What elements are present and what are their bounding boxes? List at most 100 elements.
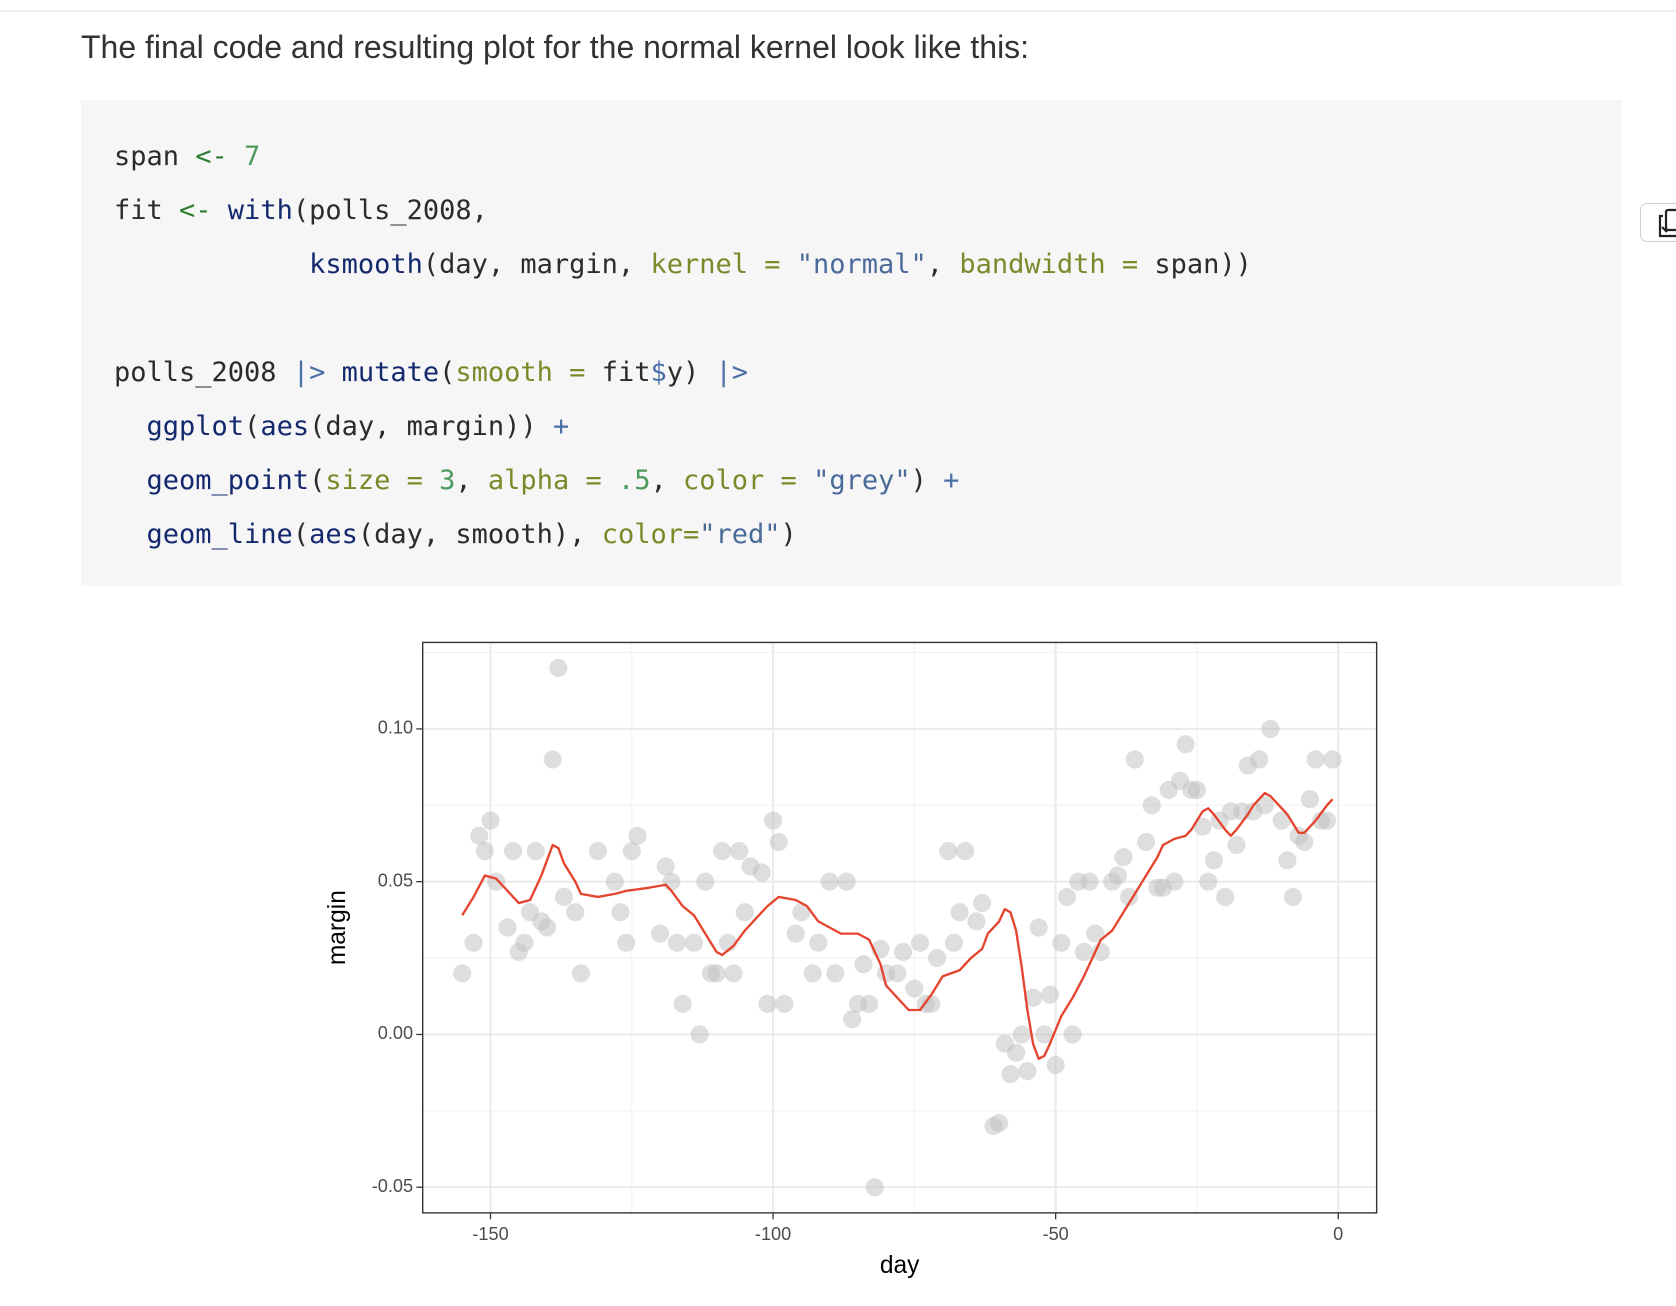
code-token: ) — [910, 465, 944, 496]
code-token: + — [943, 465, 960, 496]
code-token: , — [926, 249, 960, 280]
code-token: + — [552, 411, 570, 442]
point — [1046, 1055, 1065, 1075]
point — [571, 964, 591, 983]
point — [453, 964, 472, 983]
point — [611, 903, 630, 922]
code-token: ( — [309, 465, 326, 496]
point — [1114, 848, 1133, 867]
code-token: span)) — [1138, 249, 1252, 280]
point — [967, 912, 986, 931]
point — [724, 964, 743, 983]
code-token: geom_point — [114, 465, 310, 496]
point — [498, 918, 517, 937]
code-token: "grey" — [796, 465, 911, 496]
point — [1063, 1025, 1082, 1044]
point — [650, 924, 670, 943]
x-axis-title: day — [880, 1252, 920, 1279]
x-tick-label: 0 — [1333, 1224, 1343, 1244]
point — [939, 842, 958, 861]
point — [554, 887, 574, 907]
point — [730, 842, 749, 861]
code-token: smooth = — [455, 357, 586, 388]
code-token: <- — [195, 141, 228, 172]
copy-icon — [1658, 208, 1676, 237]
point — [617, 933, 636, 952]
point — [588, 842, 607, 861]
point — [1108, 866, 1127, 885]
x-tick-label: -150 — [472, 1224, 508, 1244]
point — [475, 842, 494, 861]
code-token: color= — [601, 519, 700, 550]
point — [1001, 1065, 1020, 1084]
code-token: with — [211, 195, 293, 226]
y-tick-label: 0.00 — [378, 1023, 413, 1043]
x-tick-label: -100 — [755, 1224, 791, 1244]
code-line: geom_line(aes(day, smooth), color="red") — [114, 508, 1622, 562]
code-token: (polls_2008, — [292, 195, 488, 226]
point — [470, 826, 489, 845]
point — [543, 750, 562, 769]
point — [1306, 750, 1325, 769]
point — [1040, 985, 1060, 1004]
point — [1295, 832, 1314, 852]
point — [944, 933, 964, 952]
point — [628, 826, 647, 845]
point — [1074, 942, 1093, 962]
point — [667, 933, 687, 952]
point — [1012, 1025, 1031, 1044]
panel — [422, 642, 1377, 1213]
point — [1261, 719, 1280, 738]
point — [537, 918, 557, 937]
point — [837, 872, 856, 891]
point — [1323, 750, 1342, 769]
point — [1086, 924, 1105, 943]
y-tick-label: -0.05 — [372, 1176, 413, 1196]
point — [1052, 933, 1071, 952]
code-token: "normal" — [780, 249, 927, 280]
point — [1007, 1043, 1026, 1062]
code-token: |> — [292, 357, 326, 388]
code-line: polls_2008 |> mutate(smooth = fit$y) |> — [114, 346, 1622, 400]
point — [1199, 872, 1218, 891]
code-token: size = — [325, 465, 423, 496]
point — [1317, 811, 1336, 830]
point — [973, 893, 992, 913]
code-token: |> — [715, 357, 749, 388]
code-token: ksmooth — [114, 249, 423, 280]
point — [1216, 887, 1235, 907]
point — [1227, 835, 1246, 855]
point — [1125, 750, 1144, 769]
point — [656, 857, 675, 876]
point — [1029, 918, 1048, 937]
code-lines: span <- 7 fit <- with(polls_2008, ksmooth… — [114, 130, 1622, 562]
code-token: y) — [666, 357, 716, 388]
divider — [0, 10, 1676, 12]
code-token: <- — [179, 195, 212, 226]
point — [956, 842, 975, 861]
point — [1193, 817, 1212, 836]
code-token: polls_2008 — [114, 357, 293, 388]
code-token: .5 — [601, 465, 651, 496]
code-token: , — [455, 465, 488, 496]
y-tick-label: 0.10 — [378, 718, 413, 738]
x-tick-label: -50 — [1043, 1224, 1069, 1244]
code-block: span <- 7 fit <- with(polls_2008, ksmooth… — [81, 100, 1676, 586]
point — [713, 842, 732, 861]
point — [865, 1178, 884, 1197]
point — [775, 994, 794, 1013]
chart: -0.05 0.00 0.05 0.10 -150 -100 -50 0 day margin — [324, 641, 1378, 1279]
point — [905, 979, 924, 998]
point — [820, 872, 839, 891]
code-token: ( — [439, 357, 456, 388]
copy-button[interactable] — [1640, 203, 1676, 242]
code-token: span — [114, 141, 196, 172]
point — [549, 658, 568, 677]
code-token: 3 — [422, 465, 456, 496]
point — [927, 948, 947, 968]
y-tick-label: 0.05 — [378, 870, 413, 890]
point — [950, 903, 969, 922]
code-token: ) — [780, 519, 797, 550]
point — [1023, 988, 1043, 1007]
